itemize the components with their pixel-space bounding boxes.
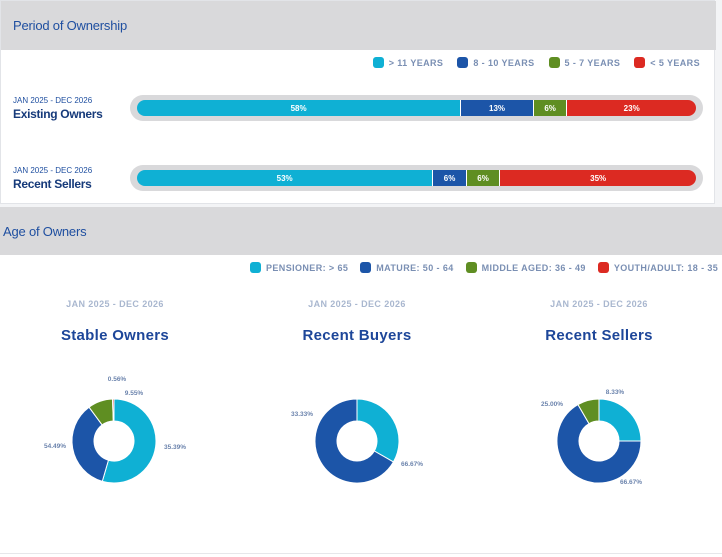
row-date: JAN 2025 - DEC 2026	[13, 166, 93, 175]
legend-label: 5 - 7 YEARS	[564, 57, 621, 68]
ownership-panel: Period of Ownership > 11 YEARS 8 - 10 YE…	[0, 0, 716, 204]
legend-swatch	[465, 262, 477, 273]
legend-item-over-11-years[interactable]: > 11 YEARS	[372, 57, 444, 68]
donut-slice[interactable]	[598, 398, 642, 442]
legend-item-under-5-years[interactable]: < 5 YEARS	[634, 57, 700, 68]
donut-slice[interactable]	[314, 398, 395, 484]
bar-segment[interactable]: 53%	[137, 170, 434, 186]
legend-item-mature[interactable]: MATURE: 50 - 64	[360, 262, 453, 273]
donut-data-label: 66.67%	[401, 461, 423, 468]
donut-data-label: 54.49%	[44, 443, 66, 450]
donut-title: Stable Owners	[60, 327, 170, 344]
bar-segment[interactable]: 13%	[461, 100, 534, 116]
legend-label: 8 - 10 YEARS	[473, 57, 535, 68]
legend-item-youth-adult[interactable]: YOUTH/ADULT: 18 - 35	[597, 262, 719, 273]
legend-label: MATURE: 50 - 64	[376, 262, 454, 273]
donut-slice[interactable]	[556, 403, 642, 484]
donut-data-label: 33.33%	[291, 411, 313, 418]
donut-data-label: 35.39%	[164, 444, 186, 451]
age-legend: PENSIONER: > 65 MATURE: 50 - 64 MIDDLE A…	[250, 262, 718, 273]
bar-segment[interactable]: 6%	[433, 170, 467, 186]
legend-label: < 5 YEARS	[650, 57, 700, 68]
legend-item-5-7-years[interactable]: 5 - 7 YEARS	[548, 57, 621, 68]
donut-title: Recent Sellers	[545, 327, 653, 344]
donut-card-recent-buyers: JAN 2025 - DEC 2026 Recent Buyers	[242, 299, 472, 344]
legend-item-8-10-years[interactable]: 8 - 10 YEARS	[457, 57, 534, 68]
donut-card-recent-sellers: JAN 2025 - DEC 2026 Recent Sellers	[484, 299, 714, 344]
legend-label: YOUTH/ADULT: 18 - 35	[613, 262, 719, 273]
bar-segment[interactable]: 23%	[567, 100, 696, 116]
legend-swatch	[597, 262, 609, 273]
donut-data-label: 25.00%	[541, 401, 563, 408]
donut-title: Recent Buyers	[302, 327, 412, 344]
bar-segment[interactable]: 6%	[466, 170, 501, 186]
legend-item-pensioner[interactable]: PENSIONER: > 65	[250, 262, 348, 273]
legend-label: MIDDLE AGED: 36 - 49	[481, 262, 586, 273]
legend-swatch	[250, 262, 261, 273]
stacked-bar-recent-sellers[interactable]: 53% 6% 6% 35%	[137, 170, 696, 186]
stacked-bar-track: 58% 13% 6% 23%	[130, 95, 703, 121]
legend-label: > 11 YEARS	[388, 57, 444, 68]
donut-date: JAN 2025 - DEC 2026	[66, 299, 164, 309]
row-name: Recent Sellers	[13, 177, 92, 191]
legend-label: PENSIONER: > 65	[266, 262, 349, 273]
bar-segment[interactable]: 6%	[533, 100, 568, 116]
legend-swatch	[372, 57, 384, 68]
donut-date: JAN 2025 - DEC 2026	[308, 299, 406, 309]
age-panel: Age of Owners PENSIONER: > 65 MATURE: 50…	[0, 207, 722, 557]
donut-data-label: 9.55%	[125, 390, 144, 397]
row-name: Existing Owners	[13, 107, 103, 121]
ownership-legend: > 11 YEARS 8 - 10 YEARS 5 - 7 YEARS < 5 …	[372, 57, 700, 68]
legend-swatch	[360, 262, 372, 273]
donut-slice[interactable]	[577, 398, 600, 425]
divider	[0, 553, 722, 554]
legend-swatch	[548, 57, 560, 68]
legend-swatch	[634, 57, 646, 68]
donut-data-label: 0.56%	[108, 376, 127, 383]
donut-slice[interactable]	[101, 398, 157, 484]
legend-item-middle-aged[interactable]: MIDDLE AGED: 36 - 49	[465, 262, 586, 273]
donut-date: JAN 2025 - DEC 2026	[550, 299, 648, 309]
donut-card-stable-owners: JAN 2025 - DEC 2026 Stable Owners	[0, 299, 230, 344]
donut-slice[interactable]	[356, 398, 400, 463]
donut-data-label: 8.33%	[606, 389, 625, 396]
bar-segment[interactable]: 58%	[137, 100, 462, 116]
bar-segment[interactable]: 35%	[500, 170, 696, 186]
age-header: Age of Owners	[0, 207, 722, 255]
row-date: JAN 2025 - DEC 2026	[13, 96, 93, 105]
stacked-bar-track: 53% 6% 6% 35%	[130, 165, 703, 191]
ownership-header: Period of Ownership	[1, 1, 716, 50]
donut-slice[interactable]	[71, 406, 110, 482]
donut-data-label: 66.67%	[620, 479, 642, 486]
age-title: Age of Owners	[3, 224, 87, 239]
stacked-bar-existing-owners[interactable]: 58% 13% 6% 23%	[137, 100, 696, 116]
legend-swatch	[457, 57, 469, 68]
donut-slice[interactable]	[112, 398, 115, 422]
ownership-title: Period of Ownership	[13, 18, 127, 33]
